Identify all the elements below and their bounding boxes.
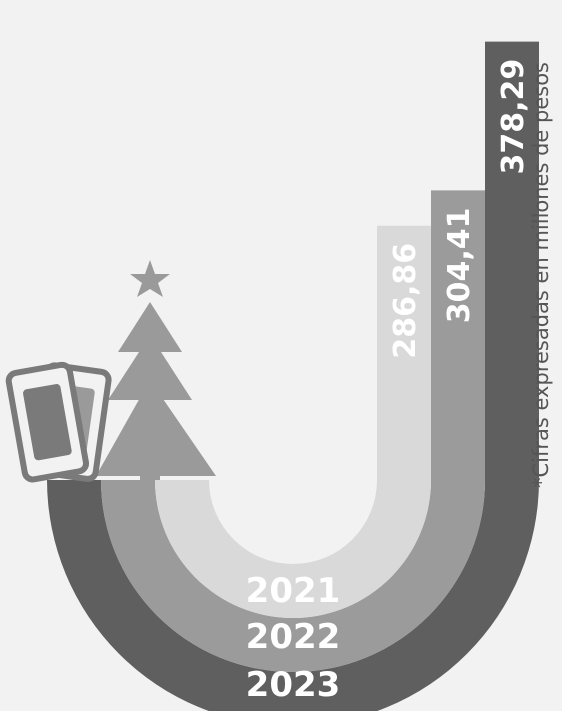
bar-2021 <box>155 225 431 619</box>
category-label-2022: 2022 <box>246 617 341 657</box>
bar-2022 <box>101 190 485 672</box>
category-label-2021: 2021 <box>246 571 341 611</box>
data-label-2021: 286,86 <box>388 243 423 359</box>
tickets-icon <box>5 361 112 483</box>
data-label-2022: 304,41 <box>442 208 477 324</box>
data-label-2023: 378,29 <box>496 59 531 175</box>
footnote: *Cifras expresadas en millones de pesos <box>529 62 553 488</box>
bar-2023 <box>47 41 539 711</box>
bars-group <box>47 41 539 711</box>
christmas-tree-icon <box>96 260 216 480</box>
category-label-2023: 2023 <box>246 665 341 705</box>
star-icon <box>130 260 170 297</box>
